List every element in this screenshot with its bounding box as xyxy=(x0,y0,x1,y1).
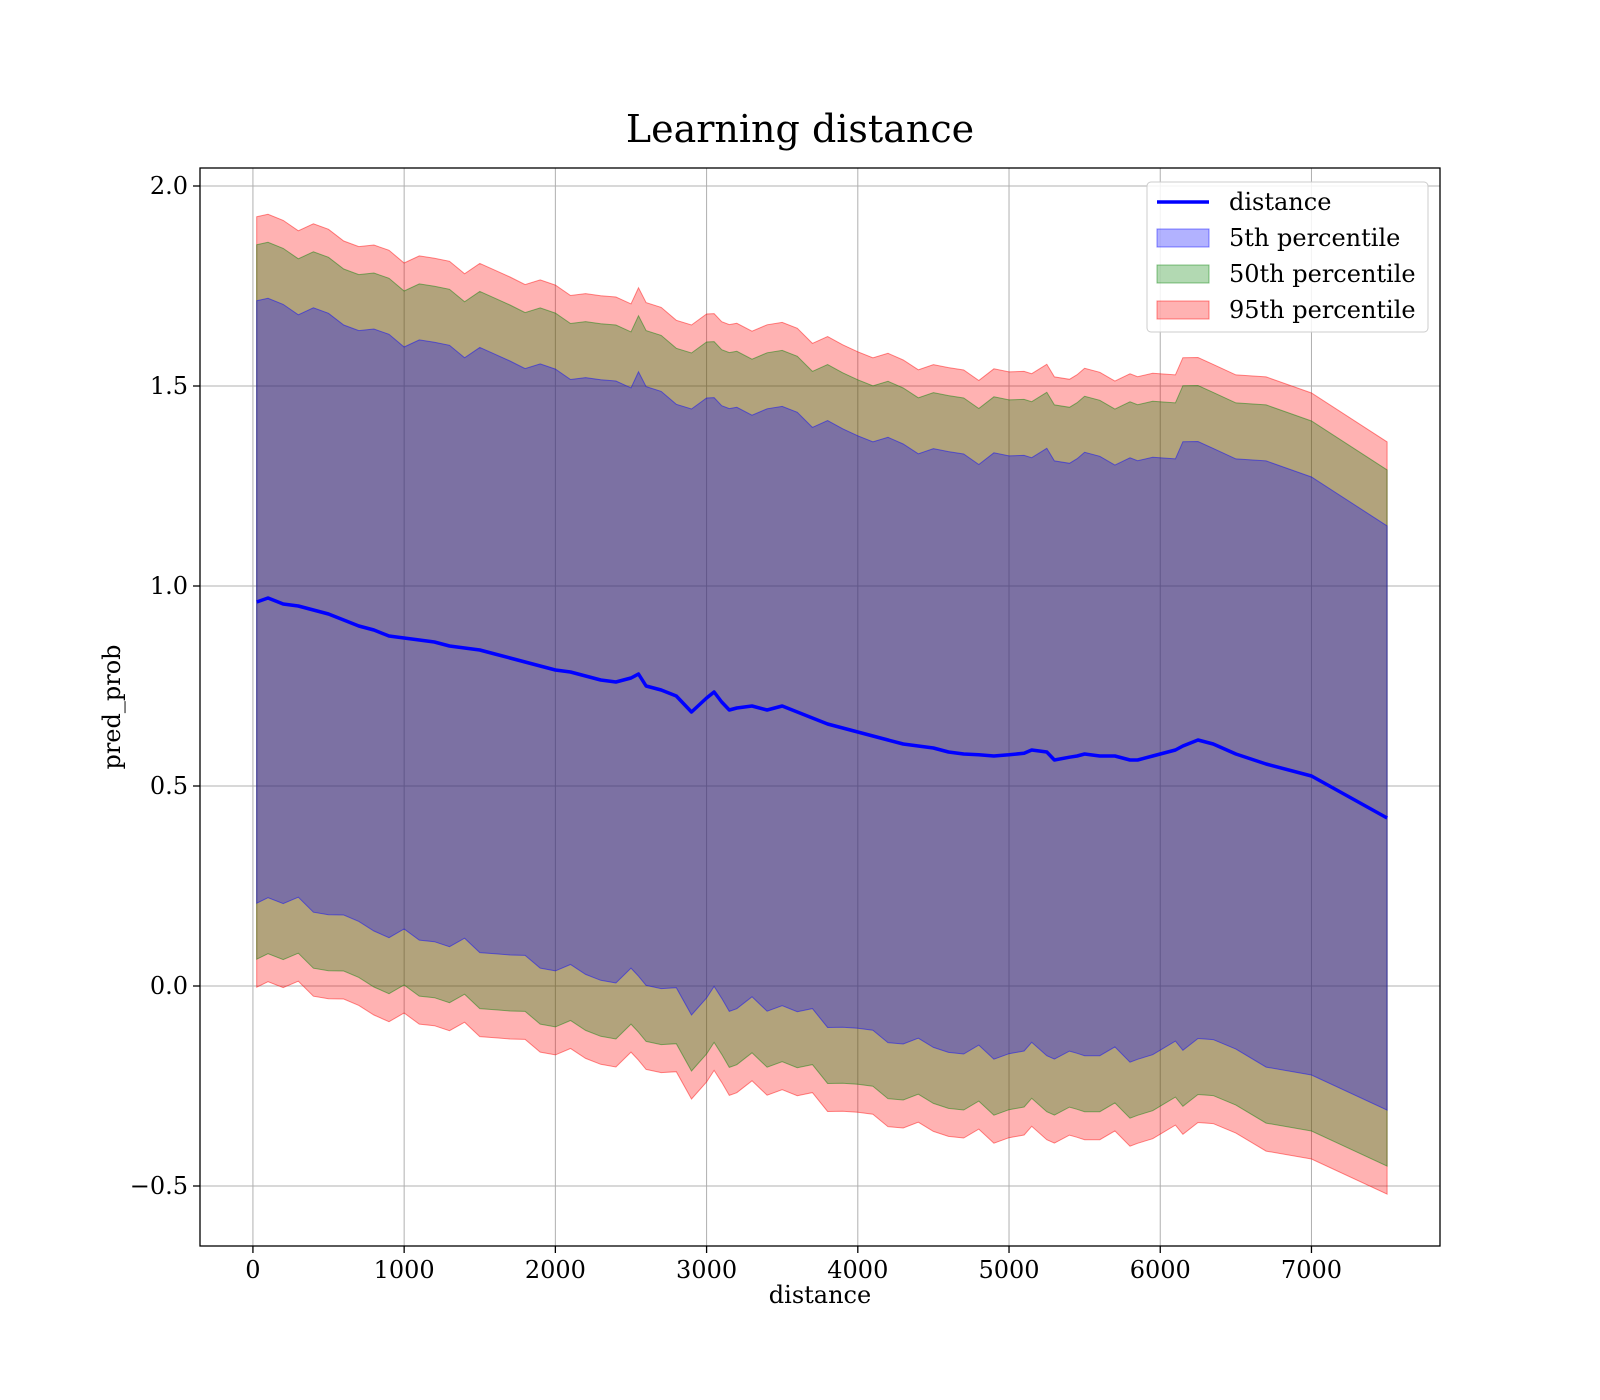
x-tick-label: 5000 xyxy=(978,1256,1039,1284)
x-axis: 0 1000 2000 3000 4000 5000 6000 7000 xyxy=(245,1246,1342,1284)
distance-line xyxy=(256,596,1388,820)
axes-frame xyxy=(199,167,1441,1247)
y-axis: −0.5 0.0 0.5 1.0 1.5 2.0 xyxy=(130,172,200,1200)
legend: distance 5th percentile 50th percentile 95t… xyxy=(1146,181,1429,333)
y-tick-label: 0.5 xyxy=(150,772,188,800)
x-tick-label: 4000 xyxy=(827,1256,888,1284)
x-axis-label: distance xyxy=(769,1281,871,1309)
legend-label: 5th percentile xyxy=(1229,224,1400,252)
y-tick-label: 1.0 xyxy=(150,572,188,600)
chart-title: Learning distance xyxy=(626,107,974,151)
y-tick-label: 2.0 xyxy=(150,172,188,200)
legend-label: 50th percentile xyxy=(1229,260,1416,288)
percentile-bands xyxy=(256,213,1388,1195)
x-tick-label: 6000 xyxy=(1130,1256,1191,1284)
legend-label: distance xyxy=(1229,188,1331,216)
legend-patch-swatch xyxy=(1156,228,1210,248)
legend-label: 95th percentile xyxy=(1229,296,1416,324)
legend-patch-swatch xyxy=(1156,300,1210,320)
x-tick-label: 7000 xyxy=(1281,1256,1342,1284)
x-tick-label: 0 xyxy=(245,1256,260,1284)
y-tick-label: 0.0 xyxy=(150,972,188,1000)
y-tick-label: −0.5 xyxy=(130,1172,188,1200)
y-axis-label: pred_prob xyxy=(98,644,126,769)
distance-line-group xyxy=(256,596,1388,820)
x-tick-label: 3000 xyxy=(676,1256,737,1284)
band-50th-percentile xyxy=(256,241,1388,1167)
x-tick-label: 1000 xyxy=(374,1256,435,1284)
x-tick-label: 2000 xyxy=(525,1256,586,1284)
grid xyxy=(200,168,1440,1246)
band-95th-percentile xyxy=(256,213,1388,1195)
plot-area: 0 1000 2000 3000 4000 5000 6000 7000 −0.5 0.0 0.5… xyxy=(130,167,1441,1284)
band-5th-percentile xyxy=(256,297,1388,1111)
legend-frame xyxy=(1146,181,1429,333)
axes-background xyxy=(200,168,1440,1246)
y-tick-label: 1.5 xyxy=(150,372,188,400)
legend-patch-swatch xyxy=(1156,264,1210,284)
